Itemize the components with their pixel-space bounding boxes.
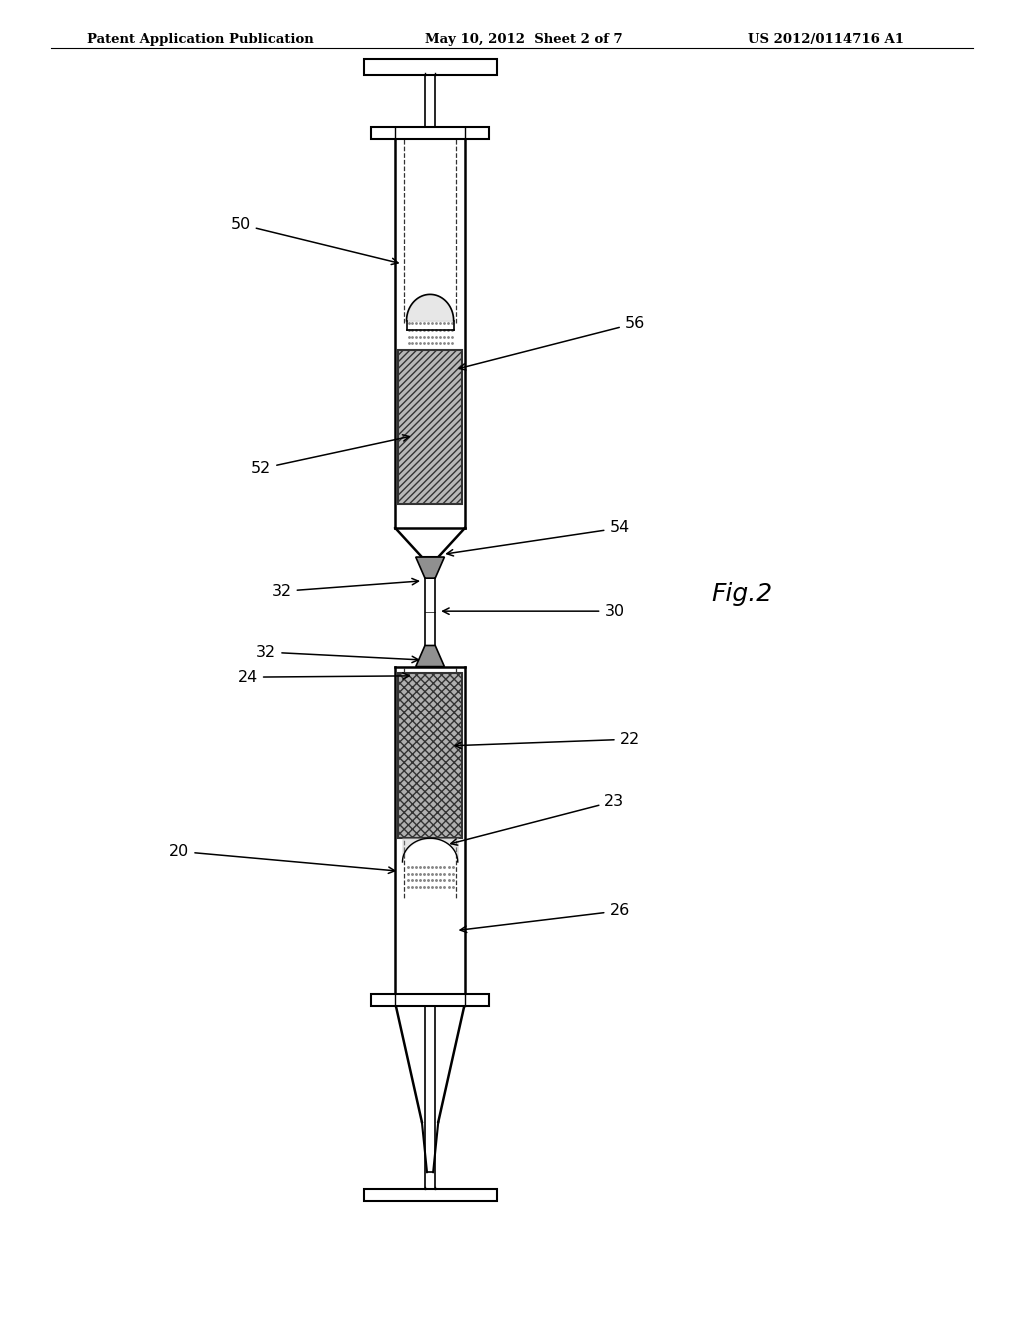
Polygon shape (416, 557, 444, 578)
Bar (371, 994, 489, 1006)
Text: 22: 22 (455, 731, 640, 748)
Bar (398, 350, 462, 504)
Text: 26: 26 (460, 903, 630, 932)
Polygon shape (416, 645, 444, 667)
Text: Patent Application Publication: Patent Application Publication (87, 33, 313, 46)
Text: US 2012/0114716 A1: US 2012/0114716 A1 (748, 33, 903, 46)
Text: 50: 50 (230, 216, 398, 264)
Text: 30: 30 (442, 603, 625, 619)
Text: May 10, 2012  Sheet 2 of 7: May 10, 2012 Sheet 2 of 7 (425, 33, 623, 46)
Text: 24: 24 (238, 669, 410, 685)
Text: 32: 32 (256, 644, 419, 663)
Bar (371, 127, 489, 139)
Bar (364, 59, 497, 75)
Text: Fig.2: Fig.2 (712, 582, 773, 606)
Text: 54: 54 (446, 520, 630, 556)
Bar (425, 75, 435, 127)
Bar (398, 673, 462, 838)
Text: 56: 56 (459, 315, 645, 370)
Text: 52: 52 (251, 434, 410, 477)
Text: 23: 23 (451, 793, 625, 845)
Bar (425, 1006, 435, 1189)
Bar (364, 1189, 497, 1201)
Text: 32: 32 (271, 578, 419, 599)
Text: 20: 20 (169, 843, 395, 874)
